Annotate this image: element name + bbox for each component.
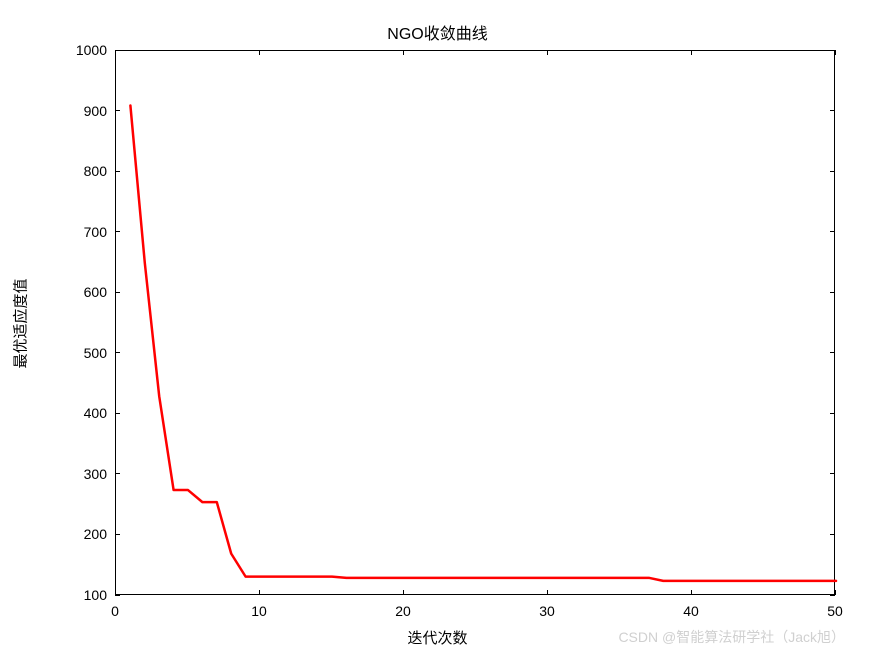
- y-tick-label: 200: [65, 526, 107, 542]
- y-tick-label: 500: [65, 345, 107, 361]
- x-tick-mark-top: [259, 50, 260, 55]
- y-axis-label: 最优适应度值: [10, 263, 31, 383]
- watermark-text: CSDN @智能算法研学社（Jack旭）: [618, 627, 845, 647]
- x-tick-label: 20: [395, 603, 411, 619]
- y-tick-label: 300: [65, 466, 107, 482]
- y-tick-label: 900: [65, 103, 107, 119]
- y-tick-mark: [115, 110, 120, 111]
- x-tick-label: 10: [251, 603, 267, 619]
- plot-area: [115, 50, 835, 595]
- x-tick-mark-top: [835, 50, 836, 55]
- x-tick-mark-top: [115, 50, 116, 55]
- x-tick-mark-top: [403, 50, 404, 55]
- chart-container: NGO收敛曲线 最优适应度值 迭代次数 CSDN @智能算法研学社（Jack旭）…: [0, 0, 875, 656]
- x-tick-mark: [403, 590, 404, 595]
- y-tick-mark-right: [830, 534, 835, 535]
- y-tick-mark-right: [830, 413, 835, 414]
- x-tick-mark: [547, 590, 548, 595]
- y-tick-mark: [115, 473, 120, 474]
- y-tick-mark-right: [830, 595, 835, 596]
- x-tick-mark: [691, 590, 692, 595]
- y-tick-mark: [115, 413, 120, 414]
- y-tick-mark: [115, 231, 120, 232]
- y-tick-mark: [115, 352, 120, 353]
- y-tick-label: 400: [65, 405, 107, 421]
- y-tick-mark-right: [830, 110, 835, 111]
- x-tick-label: 50: [827, 603, 843, 619]
- y-tick-label: 100: [65, 587, 107, 603]
- x-tick-mark: [259, 590, 260, 595]
- x-tick-label: 0: [111, 603, 119, 619]
- y-tick-mark-right: [830, 171, 835, 172]
- chart-title: NGO收敛曲线: [0, 20, 875, 44]
- y-tick-mark-right: [830, 352, 835, 353]
- x-tick-label: 30: [539, 603, 555, 619]
- y-tick-mark: [115, 171, 120, 172]
- y-tick-mark-right: [830, 292, 835, 293]
- x-tick-label: 40: [683, 603, 699, 619]
- y-tick-label: 600: [65, 284, 107, 300]
- y-tick-mark: [115, 534, 120, 535]
- series-line: [130, 106, 836, 581]
- y-tick-mark: [115, 292, 120, 293]
- x-tick-mark-top: [691, 50, 692, 55]
- y-tick-mark-right: [830, 473, 835, 474]
- x-tick-mark-top: [547, 50, 548, 55]
- convergence-line: [116, 51, 836, 596]
- y-tick-mark-right: [830, 50, 835, 51]
- y-tick-label: 800: [65, 163, 107, 179]
- y-tick-mark-right: [830, 231, 835, 232]
- y-tick-mark: [115, 595, 120, 596]
- y-tick-mark: [115, 50, 120, 51]
- y-tick-label: 700: [65, 224, 107, 240]
- y-tick-label: 1000: [65, 42, 107, 58]
